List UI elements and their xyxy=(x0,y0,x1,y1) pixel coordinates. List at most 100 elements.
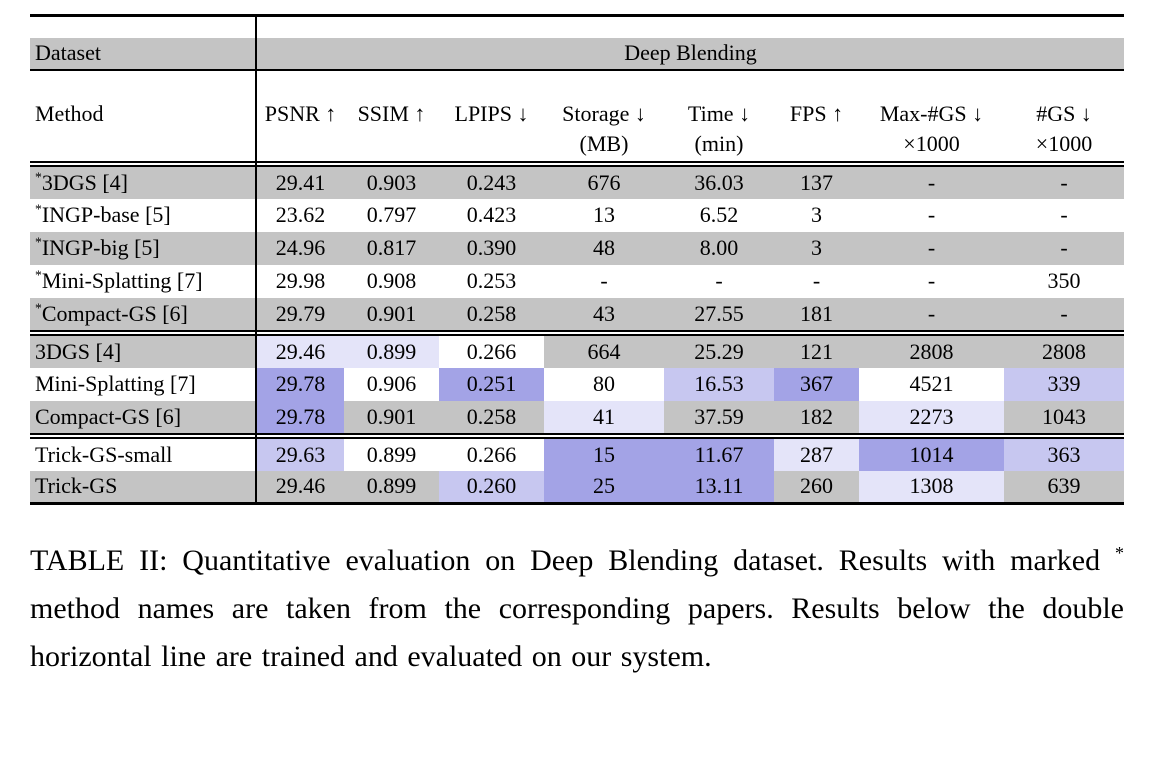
caption-star-marker: * xyxy=(1115,543,1124,563)
value-cell: 4521 xyxy=(859,367,1004,401)
value-cell: 0.243 xyxy=(439,165,544,199)
col-header-line1: #GS ↓ xyxy=(1036,100,1092,126)
value-cell: 0.260 xyxy=(439,470,544,505)
column-header-row: Method PSNR ↑ SSIM ↑ LPIPS ↓ Storage ↓ (… xyxy=(30,95,1124,163)
value-cell: 3 xyxy=(774,198,859,232)
value-cell: - xyxy=(774,264,859,298)
table-row: *INGP-base [5] 23.62 0.797 0.423 13 6.52 3- - xyxy=(30,198,1124,232)
value-cell: 287 xyxy=(774,437,859,471)
value-cell: 48 xyxy=(544,231,664,265)
col-header-fps: FPS ↑ xyxy=(774,95,859,163)
value-cell: 1014 xyxy=(859,437,1004,471)
value-cell: 137 xyxy=(774,165,859,199)
col-header-storage: Storage ↓ (MB) xyxy=(544,95,664,163)
col-header-line1: Storage ↓ xyxy=(562,100,646,126)
method-name: Mini-Splatting [7] xyxy=(35,371,196,396)
value-cell: 0.901 xyxy=(344,400,439,435)
col-header-psnr: PSNR ↑ xyxy=(256,95,344,163)
method-cell: *Compact-GS [6] xyxy=(30,297,257,332)
value-cell: 350 xyxy=(1004,264,1124,298)
table-row: Trick-GS-small 29.63 0.899 0.266 15 11.67 287 1… xyxy=(30,437,1124,471)
method-name: 3DGS [4] xyxy=(35,338,122,364)
paper-page: Dataset Deep Blending Method PSNR ↑ SSIM… xyxy=(30,14,1124,681)
dataset-value: Deep Blending xyxy=(256,37,1124,71)
value-cell: 29.78 xyxy=(256,400,344,435)
value-cell: 339 xyxy=(1004,367,1124,401)
dataset-label: Dataset xyxy=(30,37,257,71)
value-cell: 27.55 xyxy=(664,297,774,332)
value-cell: 367 xyxy=(774,367,859,401)
method-cell: *INGP-base [5] xyxy=(30,198,257,232)
value-cell: 1308 xyxy=(859,470,1004,505)
method-cell: *3DGS [4] xyxy=(30,165,257,199)
value-cell: 0.251 xyxy=(439,367,544,401)
separator-method-cell xyxy=(30,161,257,167)
method-cell: Mini-Splatting [7] xyxy=(30,367,257,401)
value-cell: 29.41 xyxy=(256,165,344,199)
method-name: INGP-big [5] xyxy=(41,235,160,260)
value-cell: 25.29 xyxy=(664,334,774,368)
caption-label: TABLE II: xyxy=(30,544,168,577)
value-cell: 0.817 xyxy=(344,231,439,265)
table-row: *3DGS [4] 29.41 0.903 0.243 676 36.03 137- - xyxy=(30,165,1124,199)
col-header-line1: SSIM ↑ xyxy=(357,100,426,126)
method-cell: 3DGS [4] xyxy=(30,334,257,368)
value-cell: 29.46 xyxy=(256,470,344,505)
value-cell: 260 xyxy=(774,470,859,505)
value-cell: 0.423 xyxy=(439,198,544,232)
value-cell: 3 xyxy=(774,231,859,265)
table-row: Compact-GS [6] 29.78 0.901 0.258 41 37.59 182 2… xyxy=(30,400,1124,435)
value-cell: 676 xyxy=(544,165,664,199)
value-cell: 80 xyxy=(544,367,664,401)
method-name: Mini-Splatting [7] xyxy=(41,268,203,293)
value-cell: - xyxy=(859,264,1004,298)
col-header-time: Time ↓ (min) xyxy=(664,95,774,163)
value-cell: 29.78 xyxy=(256,367,344,401)
value-cell: 0.908 xyxy=(344,264,439,298)
value-cell: 0.266 xyxy=(439,334,544,368)
value-cell: 29.79 xyxy=(256,297,344,332)
col-header-line1: PSNR ↑ xyxy=(264,100,337,126)
col-header-lpips: LPIPS ↓ xyxy=(439,95,544,163)
value-cell: 363 xyxy=(1004,437,1124,471)
table-row: Trick-GS 29.46 0.899 0.260 25 13.11 260 1308 639 xyxy=(30,470,1124,505)
col-header-line2: ×1000 xyxy=(1035,130,1093,156)
col-header-line1: FPS ↑ xyxy=(789,100,844,126)
method-name: Trick-GS xyxy=(35,473,118,499)
separator-cell xyxy=(256,433,1124,439)
value-cell: 11.67 xyxy=(664,437,774,471)
value-cell: 0.266 xyxy=(439,437,544,471)
value-cell: - xyxy=(544,264,664,298)
value-cell: 1043 xyxy=(1004,400,1124,435)
col-header-ssim: SSIM ↑ xyxy=(344,95,439,163)
value-cell: 43 xyxy=(544,297,664,332)
caption-text-after-star: method names are taken from the correspo… xyxy=(30,592,1124,673)
value-cell: 13.11 xyxy=(664,470,774,505)
value-cell: 23.62 xyxy=(256,198,344,232)
from-paper-star-marker: * xyxy=(35,234,42,250)
separator-cell xyxy=(256,330,1124,336)
table-row: *Compact-GS [6] 29.79 0.901 0.258 43 27.55 181… xyxy=(30,297,1124,332)
dataset-header-row: Dataset Deep Blending xyxy=(30,37,1124,71)
separator-cell xyxy=(256,161,1124,167)
value-cell: 0.899 xyxy=(344,334,439,368)
gap-method-cell xyxy=(30,69,257,96)
value-cell: - xyxy=(664,264,774,298)
value-cell: 36.03 xyxy=(664,165,774,199)
separator-method-cell xyxy=(30,330,257,336)
value-cell: 181 xyxy=(774,297,859,332)
table-caption: TABLE II: Quantitative evaluation on Dee… xyxy=(30,529,1124,681)
method-name: INGP-base [5] xyxy=(41,202,171,227)
value-cell: - xyxy=(1004,198,1124,232)
method-name: 3DGS [4] xyxy=(41,169,128,195)
value-cell: - xyxy=(859,231,1004,265)
value-cell: 15 xyxy=(544,437,664,471)
value-cell: 664 xyxy=(544,334,664,368)
col-header-max-gs: Max-#GS ↓ ×1000 xyxy=(859,95,1004,163)
value-cell: 0.899 xyxy=(344,437,439,471)
value-cell: 24.96 xyxy=(256,231,344,265)
results-table: Dataset Deep Blending Method PSNR ↑ SSIM… xyxy=(30,14,1124,505)
col-header-line2: (MB) xyxy=(579,130,629,156)
table-row: *Mini-Splatting [7] 29.98 0.908 0.253- - - -35… xyxy=(30,264,1124,298)
table-row: 3DGS [4] 29.46 0.899 0.266 664 25.29 121 2808 28… xyxy=(30,334,1124,368)
